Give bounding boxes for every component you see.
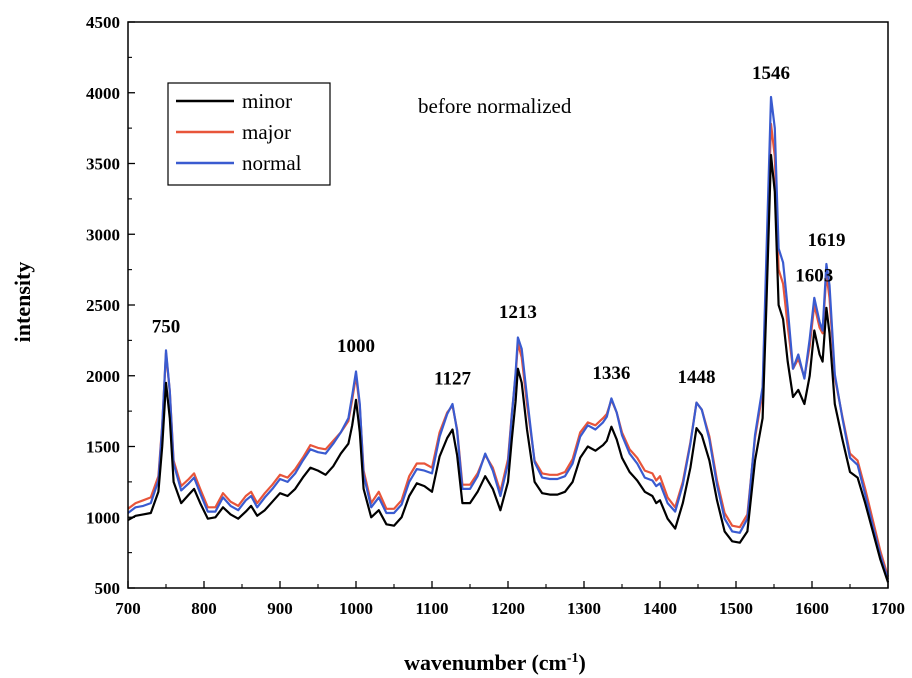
x-tick-label: 900 bbox=[267, 599, 293, 618]
peak-label: 750 bbox=[152, 316, 181, 337]
x-tick-label: 700 bbox=[115, 599, 141, 618]
y-tick-label: 500 bbox=[95, 579, 121, 598]
x-tick-label: 800 bbox=[191, 599, 217, 618]
series-line-minor bbox=[127, 153, 890, 583]
peak-label: 1546 bbox=[752, 63, 790, 84]
peak-labels: 750 1000 1127 1213 1336 1448 1546 1603 1619 bbox=[152, 63, 846, 390]
series-line-normal bbox=[127, 95, 890, 580]
legend-label-normal: normal bbox=[242, 151, 302, 175]
peak-label: 1619 bbox=[807, 230, 845, 251]
x-tick-label: 1600 bbox=[795, 599, 829, 618]
x-tick-label: 1300 bbox=[567, 599, 601, 618]
peak-label: 1448 bbox=[677, 367, 715, 388]
y-tick-label: 3500 bbox=[86, 155, 120, 174]
peak-label: 1127 bbox=[434, 369, 471, 390]
x-axis-title-exp: -1 bbox=[567, 651, 579, 666]
legend-label-minor: minor bbox=[242, 89, 292, 113]
legend-label-major: major bbox=[242, 120, 291, 144]
y-tick-label: 2000 bbox=[86, 367, 120, 386]
y-tick-label: 4000 bbox=[86, 84, 120, 103]
peak-label: 1603 bbox=[795, 265, 833, 286]
peak-label: 1336 bbox=[592, 363, 630, 384]
x-tick-label: 1700 bbox=[871, 599, 905, 618]
peak-label: 1000 bbox=[337, 336, 375, 357]
y-tick-label: 2500 bbox=[86, 296, 120, 315]
annotation-text: before normalized bbox=[418, 94, 572, 118]
x-axis-title-main: wavenumber (cm bbox=[404, 650, 567, 675]
x-tick-label: 1000 bbox=[339, 599, 373, 618]
x-axis-title: wavenumber (cm-1) bbox=[404, 650, 586, 675]
x-tick-label: 1200 bbox=[491, 599, 525, 618]
x-tick-label: 1400 bbox=[643, 599, 677, 618]
y-tick-label: 3000 bbox=[86, 225, 120, 244]
legend: minor major normal bbox=[167, 82, 331, 186]
y-tick-label: 1500 bbox=[86, 438, 120, 457]
y-tick-label: 1000 bbox=[86, 508, 120, 527]
x-tick-label: 1500 bbox=[719, 599, 753, 618]
y-tick-label: 4500 bbox=[86, 13, 120, 32]
x-axis-title-close: ) bbox=[579, 650, 586, 675]
peak-label: 1213 bbox=[499, 302, 537, 323]
axis-ticks: 700 800 900 1000 1100 1200 1300 1400 1500 1600 170… bbox=[86, 13, 905, 618]
x-tick-label: 1100 bbox=[415, 599, 448, 618]
y-axis-title: intensity bbox=[10, 262, 35, 343]
series-layer bbox=[127, 95, 890, 583]
